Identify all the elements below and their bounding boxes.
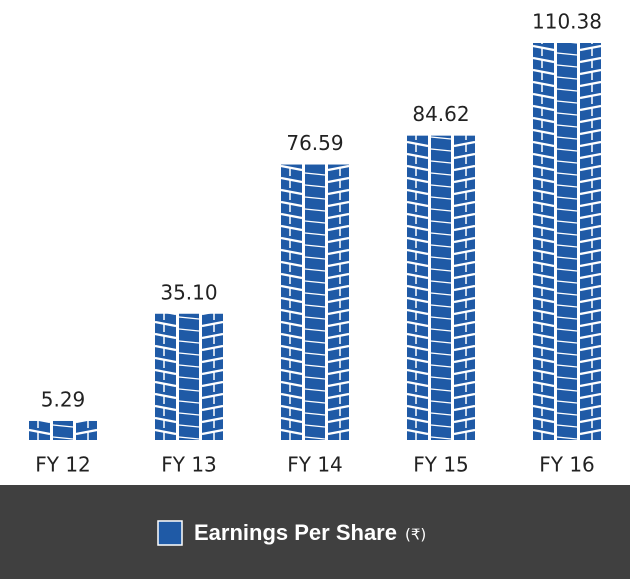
legend-swatch xyxy=(158,521,182,545)
bar xyxy=(533,43,601,440)
x-tick-label: FY 14 xyxy=(287,453,343,477)
legend-unit: (₹) xyxy=(405,526,426,544)
x-tick-label: FY 16 xyxy=(539,453,595,477)
x-tick-label: FY 15 xyxy=(413,453,469,477)
value-label: 76.59 xyxy=(286,131,343,155)
value-label: 84.62 xyxy=(412,102,469,126)
bar xyxy=(407,136,475,440)
legend: Earnings Per Share (₹) xyxy=(158,520,426,545)
value-label: 5.29 xyxy=(41,387,86,411)
x-tick-label: FY 12 xyxy=(35,453,91,477)
chart: Earnings Per Share (₹) 5.29 FY 12 35.10 FY … xyxy=(0,0,630,579)
bar xyxy=(155,314,223,440)
value-label: 35.10 xyxy=(160,280,217,304)
legend-label: Earnings Per Share xyxy=(194,520,397,545)
value-label: 110.38 xyxy=(532,10,602,34)
x-tick-label: FY 13 xyxy=(161,453,217,477)
bar xyxy=(281,165,349,440)
bar xyxy=(29,421,97,440)
